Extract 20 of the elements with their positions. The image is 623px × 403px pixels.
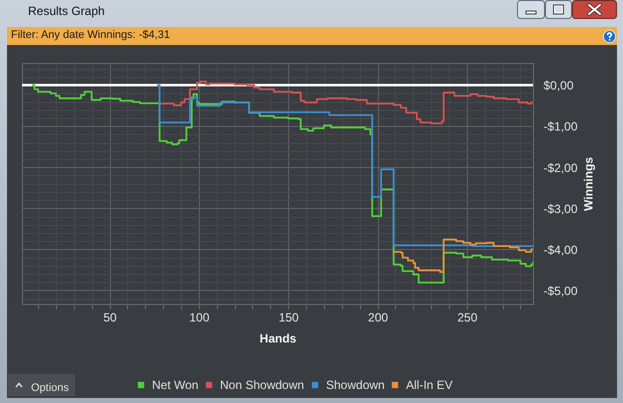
legend-label: Net Won	[152, 378, 198, 392]
legend-label: All-In EV	[406, 378, 452, 392]
y-tick-label: -$3,00	[543, 202, 578, 216]
x-tick-label: 50	[102, 310, 117, 324]
y-tick-label: -$2,00	[543, 160, 578, 175]
chart-subtitle: Filter: Any date Winnings: -$4,31	[11, 29, 170, 41]
x-tick-label: 200	[368, 310, 388, 324]
y-tick-label: -$1,00	[543, 120, 578, 134]
legend-label: Non Showdown	[220, 378, 304, 392]
x-tick-label: 150	[278, 310, 299, 324]
x-tick-label: 100	[188, 310, 210, 324]
legend-label: Showdown	[326, 378, 384, 392]
y-tick-label: -$5,00	[543, 284, 578, 298]
y-tick-label: $0,00	[543, 78, 574, 93]
x-tick-label: 250	[456, 310, 478, 324]
x-axis-title: Hands	[259, 332, 296, 346]
y-tick-label: -$4,00	[543, 242, 578, 257]
chart-title: Results Graph	[28, 4, 105, 18]
options-button: Options	[8, 374, 75, 396]
y-axis-title: Winnings	[581, 156, 596, 211]
